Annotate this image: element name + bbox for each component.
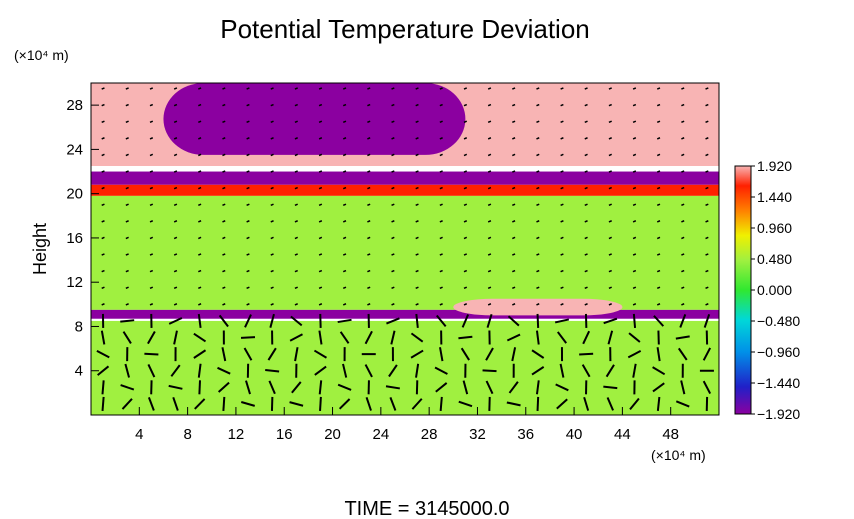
- colorbar-tick-label: −1.920: [757, 406, 800, 422]
- x-axis: 4 8 12 16 20 24 28 32 36 40 44 48: [135, 407, 679, 443]
- x-tick-label: 4: [135, 426, 143, 443]
- x-tick-label: 24: [373, 426, 390, 443]
- colorbar: [734, 165, 752, 415]
- x-tick-label: 8: [183, 426, 191, 443]
- colorbar-tick-label: 0.000: [757, 282, 792, 298]
- y-tick-label: 24: [66, 141, 83, 158]
- field-layer-7: [91, 320, 719, 415]
- colorbar-tick-label: −0.480: [757, 313, 800, 329]
- x-unit-label: (×10⁴ m): [651, 447, 706, 463]
- colorbar-tick-label: 1.440: [757, 189, 792, 205]
- x-tick-label: 32: [469, 426, 486, 443]
- x-tick-label: 40: [566, 426, 583, 443]
- y-tick-label: 16: [66, 230, 83, 247]
- y-axis-label: Height: [30, 223, 50, 275]
- colorbar-tick-label: 0.960: [757, 220, 792, 236]
- field-layer-1: [163, 83, 466, 155]
- field-layer-3: [91, 184, 719, 196]
- y-unit-label: (×10⁴ m): [14, 47, 69, 63]
- chart-title: Potential Temperature Deviation: [220, 14, 590, 44]
- wind-vectors: [96, 87, 714, 411]
- x-tick-label: 12: [228, 426, 245, 443]
- y-tick-label: 8: [75, 318, 83, 335]
- x-tick-label: 48: [662, 426, 679, 443]
- y-tick-label: 28: [66, 97, 83, 114]
- x-tick-label: 44: [614, 426, 631, 443]
- x-tick-label: 36: [517, 426, 534, 443]
- plot-frame: [90, 82, 720, 416]
- field-layer-2: [91, 171, 719, 185]
- field-layer-5: [91, 309, 719, 319]
- plot-area: [91, 83, 719, 415]
- x-tick-label: 20: [324, 426, 341, 443]
- colorbar-tick-label: −0.960: [757, 344, 800, 360]
- y-axis: 4 8 12 16 20 24 28: [66, 97, 99, 380]
- field-layer-6: [453, 298, 623, 316]
- colorbar-tick-label: 0.480: [757, 251, 792, 267]
- y-tick-label: 20: [66, 186, 83, 203]
- colorbar-tick-label: 1.920: [757, 158, 792, 174]
- time-label: TIME = 3145000.0: [344, 498, 509, 519]
- x-tick-label: 28: [421, 426, 438, 443]
- colorbar-tick-label: −1.440: [757, 375, 800, 391]
- colorbar-axis: 1.920 1.440 0.960 0.480 0.000 −0.480 −0.960 −1.…: [751, 158, 800, 422]
- field-layer-4: [91, 195, 719, 310]
- x-tick-label: 16: [276, 426, 293, 443]
- y-tick-label: 4: [75, 363, 83, 380]
- y-tick-label: 12: [66, 274, 83, 291]
